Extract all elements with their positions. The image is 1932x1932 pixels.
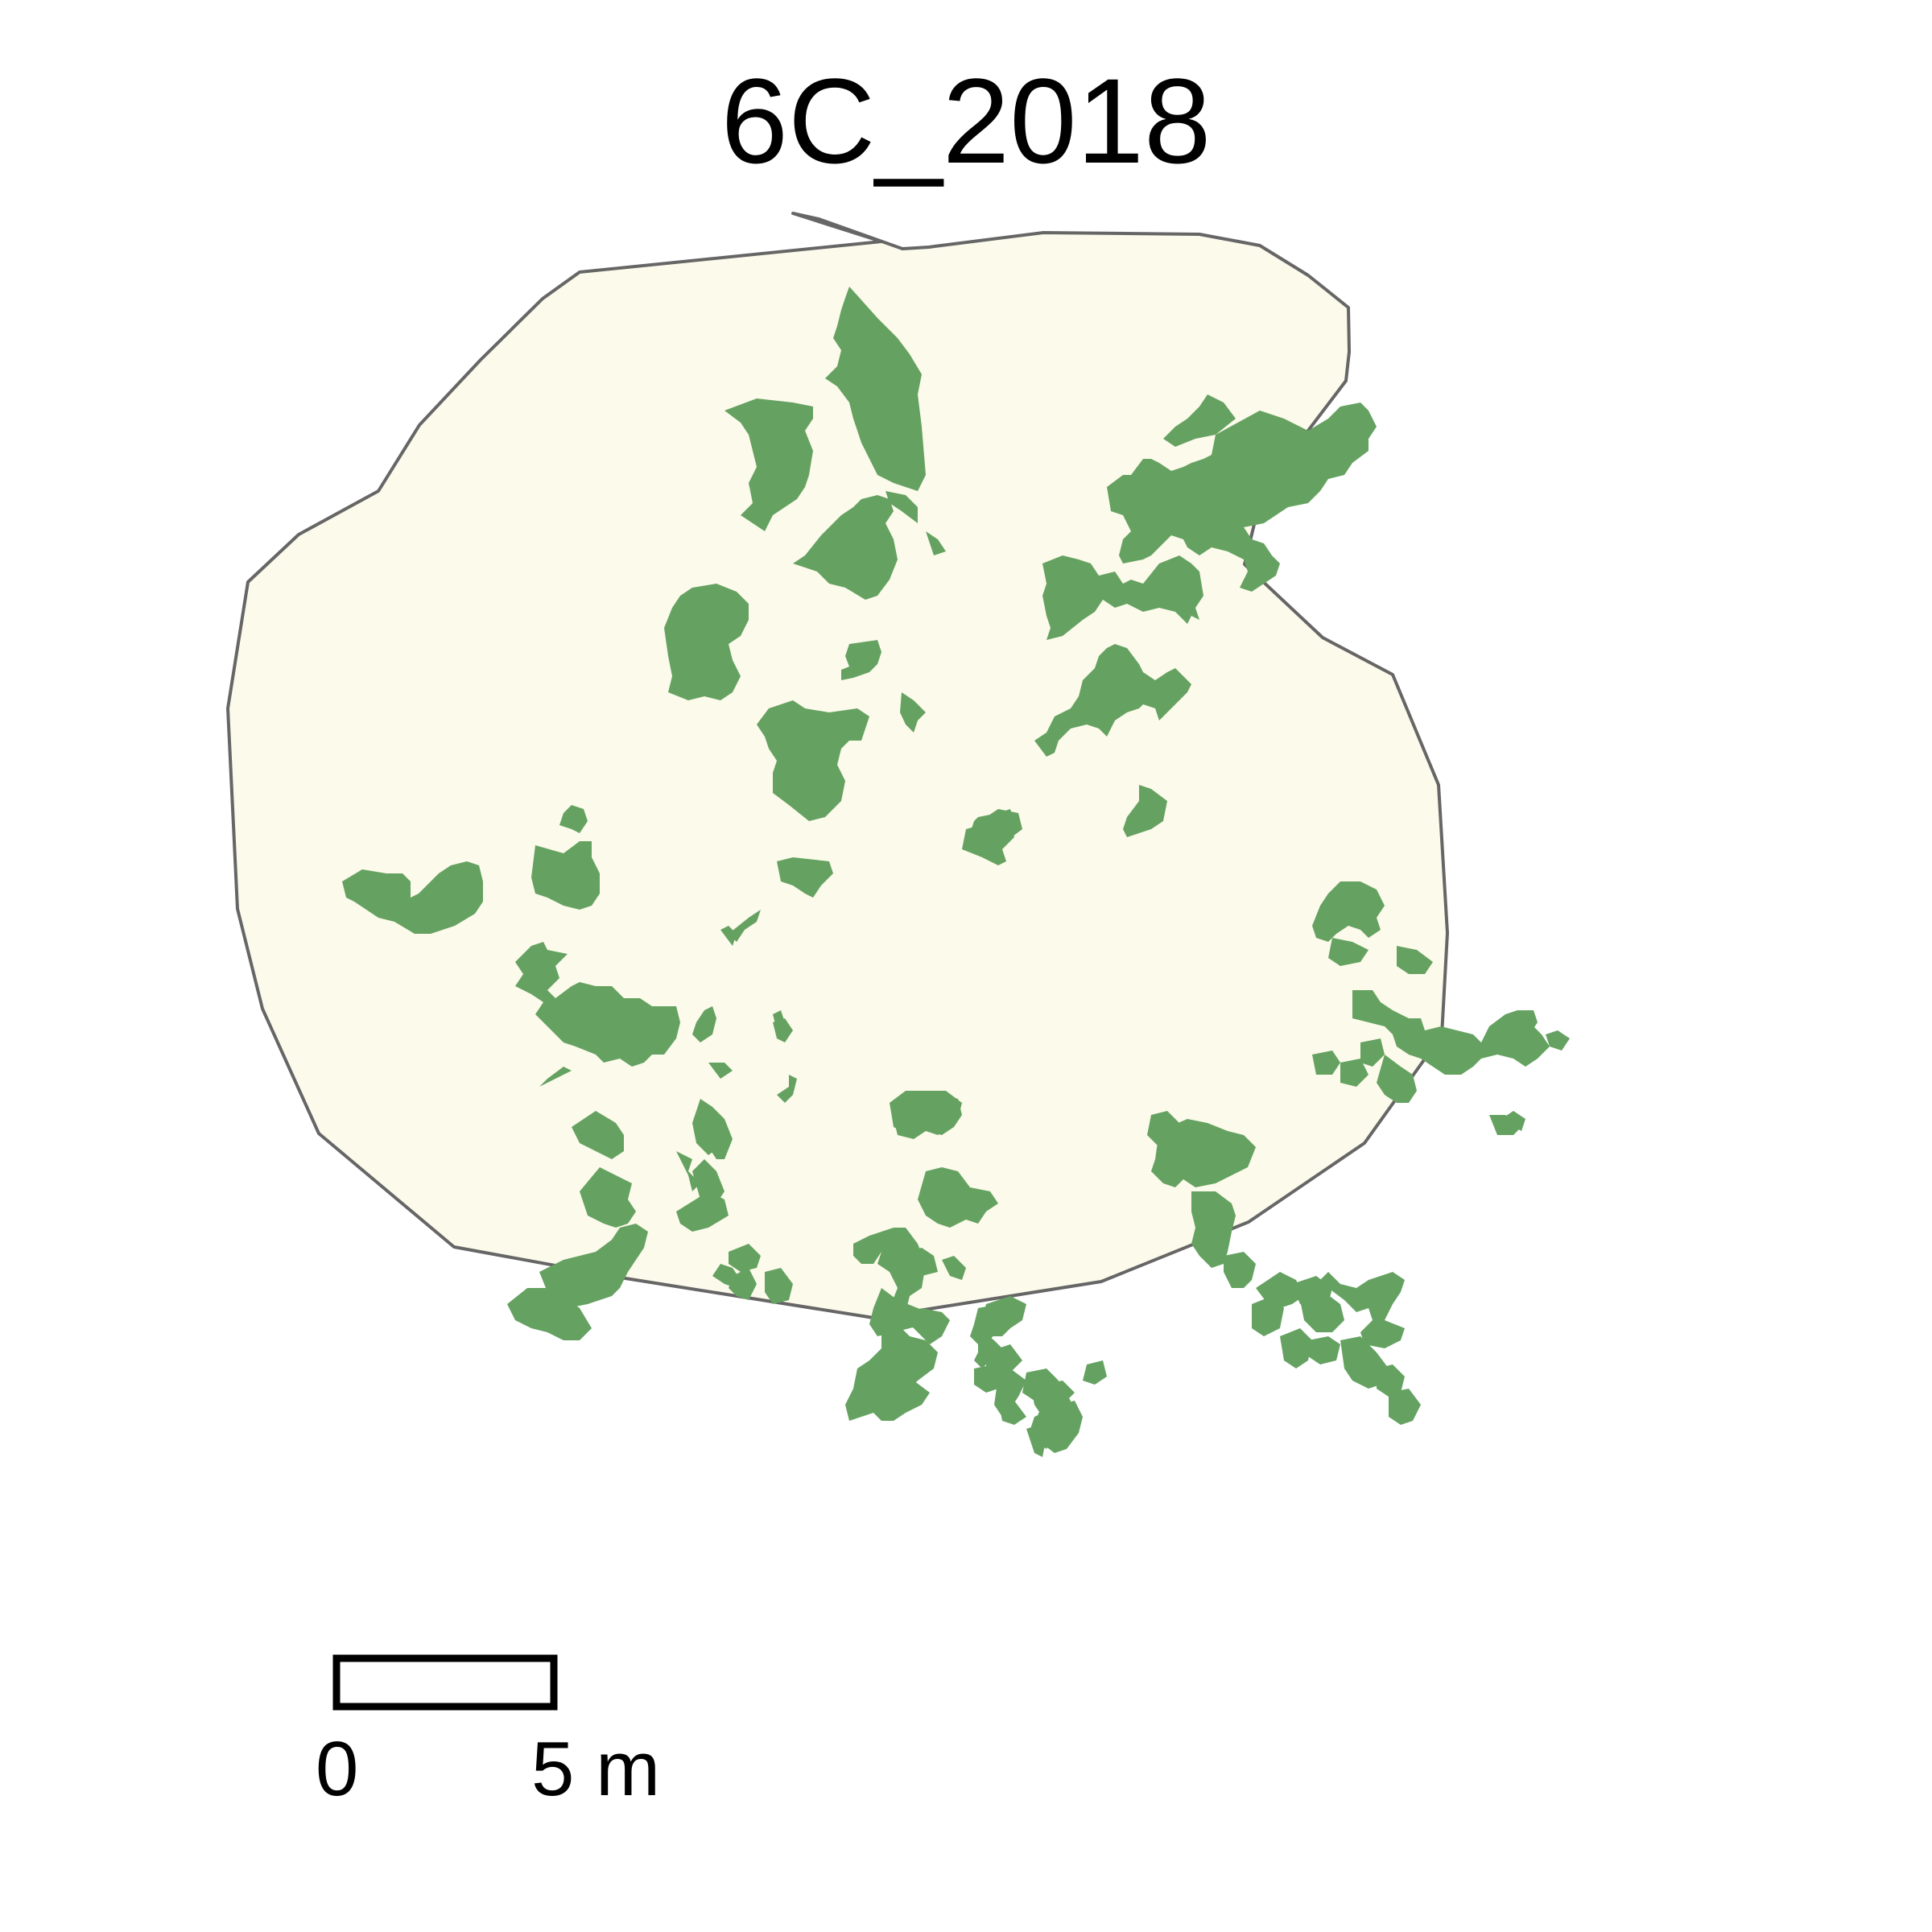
map-title: 6C_2018 (720, 53, 1212, 188)
vegetation-patch (515, 942, 680, 1067)
vegetation-patch (692, 1159, 724, 1203)
vegetation-patch (1546, 1030, 1570, 1051)
vegetation-patch (1389, 1389, 1421, 1425)
vegetation-patch (1191, 1191, 1236, 1268)
vegetation-patch (692, 1099, 733, 1159)
vegetation-patch (825, 287, 926, 491)
vegetation-patch (986, 1344, 1022, 1381)
vegetation-patch (729, 1244, 761, 1272)
vegetation-patches (342, 287, 1570, 1457)
vegetation-patch (572, 1111, 624, 1159)
vegetation-patch (793, 495, 898, 600)
vegetation-patch (720, 926, 737, 946)
vegetation-patch (845, 1228, 930, 1421)
vegetation-patch (757, 700, 869, 821)
vegetation-patch (531, 841, 600, 910)
vegetation-patch (1151, 1119, 1256, 1187)
vegetation-patch (1489, 1115, 1521, 1135)
vegetation-patch (890, 1091, 962, 1135)
vegetation-patch (1397, 946, 1433, 974)
scale-label-end: 5 m (531, 1726, 661, 1812)
vegetation-patch (708, 1063, 733, 1079)
vegetation-patch (692, 1006, 716, 1042)
vegetation-patch (676, 1151, 700, 1191)
vegetation-patch (974, 809, 1022, 845)
vegetation-patch (900, 692, 926, 733)
vegetation-patch (1377, 1364, 1405, 1397)
vegetation-patch (886, 491, 918, 523)
vegetation-patch (994, 1368, 1026, 1417)
vegetation-patch (1300, 1292, 1344, 1332)
vegetation-patch (729, 1268, 757, 1300)
vegetation-patch (906, 1308, 950, 1344)
vegetation-patch (942, 1256, 966, 1280)
vegetation-patch (1224, 1252, 1256, 1288)
vegetation-patch (1292, 1272, 1405, 1348)
vegetation-patch (1312, 881, 1385, 942)
vegetation-patch (765, 1268, 793, 1304)
vegetation-patch (539, 1067, 572, 1087)
vegetation-patch (1026, 1425, 1046, 1457)
vegetation-patch (664, 584, 749, 700)
vegetation-patch (1123, 785, 1167, 837)
vegetation-patch (539, 1224, 648, 1308)
vegetation-patch (1517, 1010, 1538, 1034)
vegetation-patch (1034, 644, 1191, 757)
vegetation-patch (1038, 1397, 1055, 1417)
vegetation-patch (1340, 1059, 1368, 1087)
vegetation-patch (1360, 1038, 1385, 1067)
vegetation-patch (841, 640, 881, 680)
vegetation-patch (1308, 1336, 1340, 1364)
vegetation-patch (507, 1288, 592, 1340)
vegetation-patch (1163, 394, 1236, 447)
vegetation-patch (777, 857, 833, 898)
vegetation-patch (1377, 1055, 1417, 1103)
vegetation-patch (1107, 402, 1377, 592)
vegetation-patch (1501, 1111, 1525, 1131)
vegetation-patch (773, 1018, 793, 1042)
vegetation-patch (1083, 1360, 1107, 1385)
scale-label-start: 0 (316, 1726, 359, 1812)
vegetation-patch (918, 1167, 998, 1228)
vegetation-patch (342, 861, 483, 934)
vegetation-patch (580, 1167, 636, 1228)
scale-bar (332, 1654, 558, 1711)
vegetation-patch (1328, 938, 1368, 966)
vegetation-patch (1042, 555, 1203, 640)
vegetation-patch (777, 1075, 797, 1103)
vegetation-patch (1352, 990, 1550, 1075)
vegetation-patch (926, 531, 946, 555)
vegetation-patch (724, 398, 813, 531)
vegetation-patch (1280, 1328, 1312, 1368)
vegetation-patch (1312, 1051, 1340, 1075)
vegetation-patch (970, 1304, 1010, 1344)
vegetation-patch (1252, 1296, 1284, 1336)
vegetation-patch (559, 805, 588, 833)
